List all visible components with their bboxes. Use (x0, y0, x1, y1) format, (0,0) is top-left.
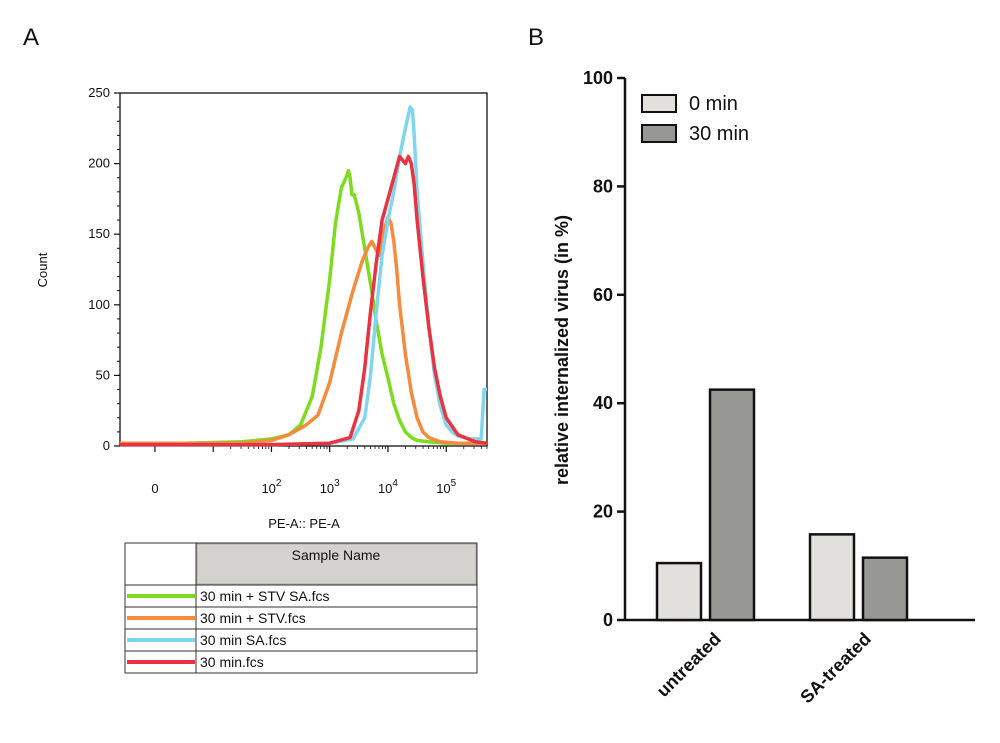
bar-legend-label: 0 min (689, 93, 738, 115)
sample-name-header-cell (196, 543, 477, 585)
bar-y-axis: 0 20 40 60 80 100 (583, 68, 625, 630)
histogram-y-tick-label: 150 (88, 226, 110, 241)
histogram-y-tick-label: 250 (88, 85, 110, 100)
bar-series (655, 388, 909, 622)
histogram-y-tick-label: 100 (88, 297, 110, 312)
panel-a-label: A (23, 24, 39, 51)
bar-y-tick-label: 0 (603, 610, 613, 630)
bar-SA-treated-0min (808, 533, 856, 622)
bar-untreated-30min (708, 388, 756, 622)
bar-y-axis-label: relative internalized virus (in %) (552, 215, 572, 485)
histogram-x-tick-label: 0 (151, 481, 158, 496)
histogram-line-2 (120, 215, 487, 445)
bar-x-axis: untreated SA-treated (653, 629, 875, 708)
histogram-x-tick-label: 104 (378, 478, 398, 496)
histogram-y-tick-label: 50 (96, 367, 110, 382)
panel-b-label: B (528, 24, 544, 51)
histogram-x-tick-label: 102 (261, 478, 281, 496)
bar-legend: 0 min 30 min (641, 93, 749, 145)
histogram-line-1 (120, 168, 487, 445)
histogram-plot-frame (119, 92, 488, 447)
sample-name-header: Sample Name (292, 547, 381, 563)
bar-untreated-0min (655, 561, 703, 622)
histogram-x-tick-label: 103 (320, 478, 340, 496)
histogram-x-tick-label: 105 (436, 478, 456, 496)
bar-legend-swatch (641, 94, 677, 113)
legend-sample-name: 30 min.fcs (200, 654, 264, 670)
bar-y-tick-label: 60 (593, 285, 613, 305)
histogram-line-4 (120, 154, 488, 447)
bar-y-tick-label: 40 (593, 393, 613, 413)
histogram-y-tick-label: 200 (88, 156, 110, 171)
histogram-x-axis-label: PE-A:: PE-A (268, 516, 340, 531)
bar-legend-swatch (641, 124, 677, 143)
bar-category-label: untreated (653, 629, 725, 701)
legend-sample-name: 30 min SA.fcs (200, 632, 286, 648)
histogram-x-axis: 0 102 103 104 105 (151, 446, 488, 496)
legend-sample-name: 30 min + STV SA.fcs (200, 588, 330, 604)
histogram-y-axis-label: Count (35, 252, 50, 287)
histogram-line-3 (120, 105, 487, 447)
bar-SA-treated-30min (861, 556, 909, 622)
histogram-series (120, 105, 488, 447)
histogram-y-tick-label: 0 (103, 438, 110, 453)
sample-legend-rows: 30 min + STV SA.fcs 30 min + STV.fcs 30 mi… (127, 588, 330, 670)
histogram-y-axis: 0 50 100 150 200 250 (88, 85, 120, 453)
histogram-chart: 0 50 100 150 200 250 0 102 103 104 105 Count PE-A… (35, 85, 488, 531)
bar-y-tick-label: 20 (593, 502, 613, 522)
bar-y-tick-label: 80 (593, 176, 613, 196)
legend-sample-name: 30 min + STV.fcs (200, 610, 306, 626)
bar-y-tick-label: 100 (583, 68, 613, 88)
bar-legend-label: 30 min (689, 123, 749, 145)
bar-chart: 0 20 40 60 80 100 untreated SA-treated relativ… (552, 68, 975, 707)
bar-category-label: SA-treated (796, 629, 875, 708)
